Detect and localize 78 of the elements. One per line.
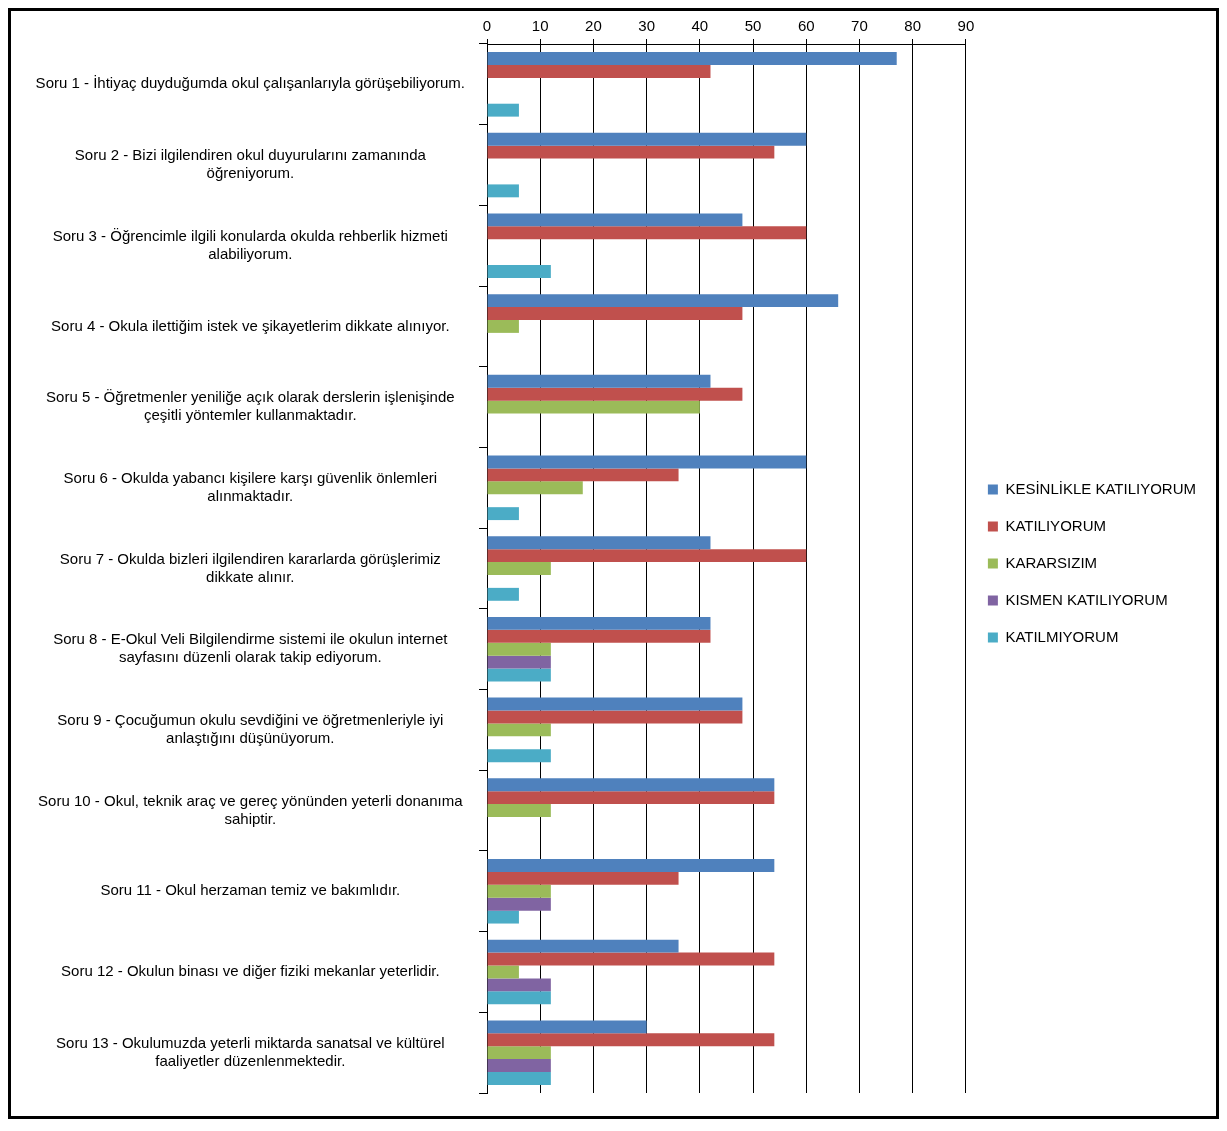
x-tick-label: 20 [585,17,602,35]
bar [487,804,551,818]
bar [487,226,807,240]
bar [487,749,551,763]
x-tick-label: 70 [851,17,868,35]
bar [487,668,551,682]
y-tick-label: Soru 1 - İhtiyaç duyduğumda okul çalışanlarıyla görüşebiliyorum. [35,74,465,92]
bar [487,400,700,414]
x-tick-label: 30 [638,17,655,35]
y-tick-label: Soru 11 - Okul herzaman temiz ve bakımlıdır. [100,881,401,899]
bar [487,710,743,724]
x-tick-label: 10 [531,17,549,35]
bar [487,991,551,1005]
bar [487,642,551,656]
bar [487,1020,647,1034]
y-tick-label: Soru 13 - Okulumuzda yeterli miktarda sanatsal ve kültürel faaliyetler düzenlenmektedir. [56,1033,445,1069]
bar [487,897,551,911]
x-tick-label: 40 [691,17,709,35]
bar [487,468,679,482]
y-tick-label: Soru 4 - Okula ilettiğim istek ve şikayetlerim dikkate alınıyor. [51,316,450,334]
x-tick-label: 50 [744,17,762,35]
x-tick-label: 0 [482,17,492,35]
bar [487,145,775,159]
y-tick-label: Soru 9 - Çocuğumun okulu sevdiğini ve öğretmenleriyle iyi anlaştığını düşünüyorum. [57,711,444,747]
bar [487,103,519,117]
bar [487,1072,551,1085]
y-tick-label: Soru 8 - E-Okul Veli Bilgilendirme sistemi ile okulun internet sayfasını düzenli olarak takip ediyorum. [53,630,449,666]
bar [487,697,743,711]
bar [487,910,519,924]
bar [487,587,519,601]
bar [487,939,679,953]
bar [487,374,711,388]
bar [487,455,807,469]
y-tick-label: Soru 6 - Okulda yabancı kişilere karşı güvenlik önlemleri alınmaktadır. [63,468,438,504]
bar [487,549,807,563]
bar [487,884,551,898]
bar [487,616,711,630]
bar [487,481,583,495]
y-tick-label: Soru 12 - Okulun binası ve diğer fiziki mekanlar yeterlidir. [61,962,440,980]
bar [487,562,551,575]
bar [487,1059,551,1073]
legend-label: KATILMIYORUM [1005,627,1119,645]
bar [487,952,775,966]
bar [487,536,711,550]
bar [487,978,551,992]
y-tick-label: Soru 5 - Öğretmenler yeniliğe açık olarak derslerin işlenişinde çeşitli yöntemler kullanmaktadır. [46,388,455,424]
bar [487,778,775,792]
bar [487,858,775,872]
bar [487,1033,775,1047]
y-tick-label: Soru 3 - Öğrencimle ilgili konularda okulda rehberlik hizmeti alabiliyorum. [52,226,448,262]
x-tick-label: 80 [904,17,922,35]
bar [487,1046,551,1060]
bar [487,184,519,198]
bar [487,64,711,78]
bar [487,655,551,669]
bar [487,294,839,308]
bar [487,507,519,521]
bar [487,791,775,805]
bar [487,307,743,320]
bar [487,319,519,333]
y-tick-label: Soru 7 - Okulda bizleri ilgilendiren kararlarda görüşlerimiz dikkate alınır. [59,549,441,585]
y-tick-label: Soru 10 - Okul, teknik araç ve gereç yönünden yeterli donanıma sahiptir. [38,791,464,827]
x-tick-label: 60 [797,17,815,35]
legend-label: KISMEN KATILIYORUM [1005,590,1168,608]
bar [487,965,519,979]
y-tick-label: Soru 2 - Bizi ilgilendiren okul duyurularını zamanında öğreniyorum. [74,146,427,182]
bar [487,629,711,643]
bar [487,387,743,401]
legend-label: KARARSIZIM [1005,553,1098,571]
x-tick-label: 90 [957,17,975,35]
bar [487,723,551,737]
legend-label: KESİNLİKLE KATILIYORUM [1005,479,1197,497]
bar [487,213,743,227]
bar [487,871,679,885]
legend-label: KATILIYORUM [1005,516,1106,534]
bar [487,265,551,279]
bar [487,132,807,146]
bar [487,52,897,65]
